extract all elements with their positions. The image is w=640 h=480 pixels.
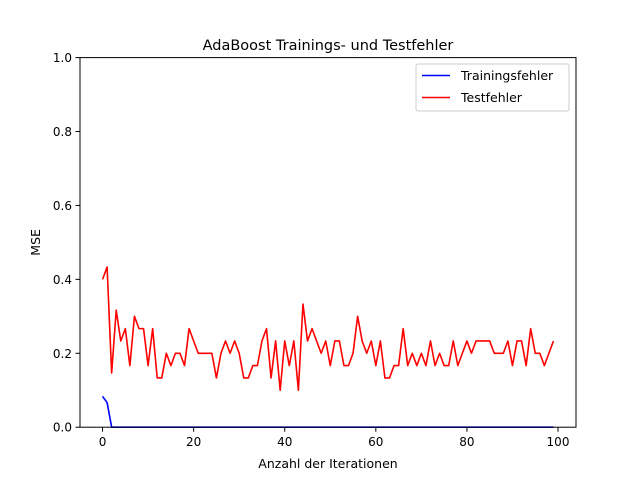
x-tick-label: 80: [459, 435, 474, 449]
y-tick-label: 0.8: [53, 125, 72, 139]
legend: Trainingsfehler Testfehler: [415, 63, 570, 112]
y-axis-ticks: 0.0 0.2 0.4 0.6 0.8 1.0: [53, 51, 80, 435]
legend-box: [415, 63, 570, 112]
y-tick-label: 0.0: [53, 421, 72, 435]
x-tick-label: 0: [99, 435, 107, 449]
chart-title: AdaBoost Trainings- und Testfehler: [203, 38, 454, 54]
y-tick-label: 0.2: [53, 347, 72, 361]
legend-label-trainingsfehler: Trainingsfehler: [460, 68, 554, 83]
x-tick-label: 60: [368, 435, 383, 449]
y-tick-label: 1.0: [53, 51, 72, 65]
x-tick-label: 20: [186, 435, 201, 449]
series-line-testfehler: [101, 266, 555, 392]
x-axis-ticks: 0 20 40 60 80 100: [99, 427, 570, 449]
y-tick-label: 0.4: [53, 273, 72, 287]
y-tick-label: 0.6: [53, 199, 72, 213]
x-axis-label: Anzahl der Iterationen: [258, 456, 397, 471]
legend-label-testfehler: Testfehler: [460, 90, 523, 105]
x-tick-label: 40: [277, 435, 292, 449]
x-tick-label: 100: [547, 435, 570, 449]
y-axis-label: MSE: [28, 229, 43, 256]
plot-frame: [79, 57, 577, 428]
